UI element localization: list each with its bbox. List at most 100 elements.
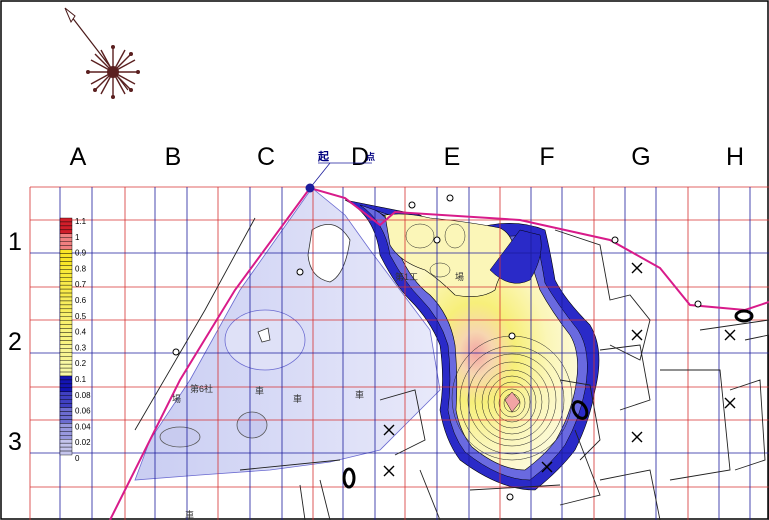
map-label: 第6社	[190, 383, 213, 394]
legend-swatch	[59, 442, 73, 448]
legend-swatch	[59, 419, 73, 424]
legend-swatch	[59, 269, 73, 274]
legend-swatch	[59, 340, 73, 345]
legend-swatch	[59, 292, 73, 298]
legend-swatch	[59, 423, 73, 428]
legend-swatch	[59, 245, 73, 250]
legend-swatch	[59, 403, 73, 408]
legend-swatch	[59, 324, 73, 329]
legend-label: 0.4	[75, 328, 87, 337]
legend-swatch	[59, 395, 73, 400]
legend-swatch	[59, 328, 73, 333]
legend-swatch	[59, 446, 73, 452]
legend-label: 0.2	[75, 359, 87, 368]
legend-swatch	[59, 363, 73, 369]
row-label-1: 1	[8, 228, 22, 256]
legend-swatch	[59, 332, 73, 337]
column-label-a: A	[70, 143, 87, 171]
legend-swatch	[59, 427, 73, 432]
map-label: 車	[293, 393, 302, 404]
legend-swatch	[59, 284, 73, 290]
legend-swatch	[59, 277, 73, 282]
legend-swatch	[59, 320, 73, 325]
legend-swatch	[59, 367, 73, 373]
map-label: 場	[172, 393, 181, 404]
legend-swatch	[59, 316, 73, 321]
legend-swatch	[59, 383, 73, 389]
column-label-f: F	[539, 143, 554, 171]
ring-marker	[571, 400, 589, 420]
legend-swatch	[59, 237, 73, 242]
map-label: 車	[355, 389, 364, 400]
legend-swatch	[59, 435, 73, 440]
legend-swatch	[59, 273, 73, 278]
legend-swatch	[59, 229, 73, 235]
legend-label: 0.1	[75, 375, 87, 384]
legend-label: 1.1	[75, 217, 87, 226]
legend-label: 0.04	[75, 422, 91, 431]
legend-swatch	[59, 356, 73, 361]
map-label: 車	[185, 509, 194, 520]
column-label-g: G	[631, 143, 650, 171]
legend-label: 0.8	[75, 264, 87, 273]
legend-swatch	[59, 288, 73, 294]
legend-swatch	[59, 300, 73, 306]
legend-swatch	[59, 217, 73, 223]
site-boundary	[109, 186, 769, 520]
row-label-3: 3	[8, 428, 22, 456]
start-label-right: 点	[366, 151, 375, 162]
legend-label: 1	[75, 233, 80, 242]
ring-marker	[734, 309, 754, 323]
x-markers	[383, 262, 736, 477]
legend-label: 0.06	[75, 407, 91, 416]
column-label-c: C	[257, 143, 275, 171]
legend-swatch	[59, 265, 73, 270]
column-labels: A B C D E F G H	[70, 143, 744, 171]
legend-swatch	[59, 249, 73, 254]
column-label-b: B	[165, 143, 182, 171]
legend-swatch	[59, 415, 73, 420]
legend-label: 0.6	[75, 296, 87, 305]
peak-marker	[504, 391, 521, 413]
legend-swatch	[59, 399, 73, 404]
legend-swatch	[59, 344, 73, 349]
column-label-h: H	[726, 143, 744, 171]
legend-swatch	[59, 375, 73, 381]
well-markers	[172, 194, 702, 501]
legend-swatch	[59, 296, 73, 302]
color-scale-legend: 1.1 1 0.9 0.8 0.7 0.6 0.5 0.4 0.3 0.2 0.1 0.08 0.06 0…	[59, 217, 91, 463]
north-arrow-icon	[64, 7, 140, 99]
legend-swatch	[59, 391, 73, 396]
map-label: 車	[255, 385, 264, 396]
map-label: 第1工	[395, 271, 418, 282]
legend-label: 0.5	[75, 312, 87, 321]
legend-swatch	[59, 360, 73, 365]
legend-swatch	[59, 257, 73, 262]
ring-marker	[342, 467, 356, 489]
legend-label: 0.02	[75, 438, 91, 447]
row-labels: 1 2 3	[8, 228, 22, 456]
legend-swatch	[59, 450, 73, 456]
contour-lines	[405, 223, 573, 461]
legend-swatch	[59, 348, 73, 353]
legend-swatch	[59, 281, 73, 286]
legend-label: 0.7	[75, 280, 87, 289]
column-label-e: E	[444, 143, 461, 171]
legend-swatch	[59, 431, 73, 436]
legend-swatch	[59, 261, 73, 266]
legend-swatch	[59, 233, 73, 238]
legend-swatch	[59, 411, 73, 416]
legend-swatch	[59, 379, 73, 385]
legend-swatch	[59, 221, 73, 227]
grid-red-lines	[29, 186, 769, 520]
legend-swatch	[59, 387, 73, 393]
legend-swatch	[59, 352, 73, 357]
column-label-d: D	[351, 143, 369, 171]
legend-swatch	[59, 312, 73, 317]
legend-swatch	[59, 371, 73, 377]
legend-swatch	[59, 225, 73, 231]
start-label-left: 起	[317, 149, 330, 163]
legend-swatch	[59, 304, 73, 310]
legend-label: 0.08	[75, 391, 91, 400]
